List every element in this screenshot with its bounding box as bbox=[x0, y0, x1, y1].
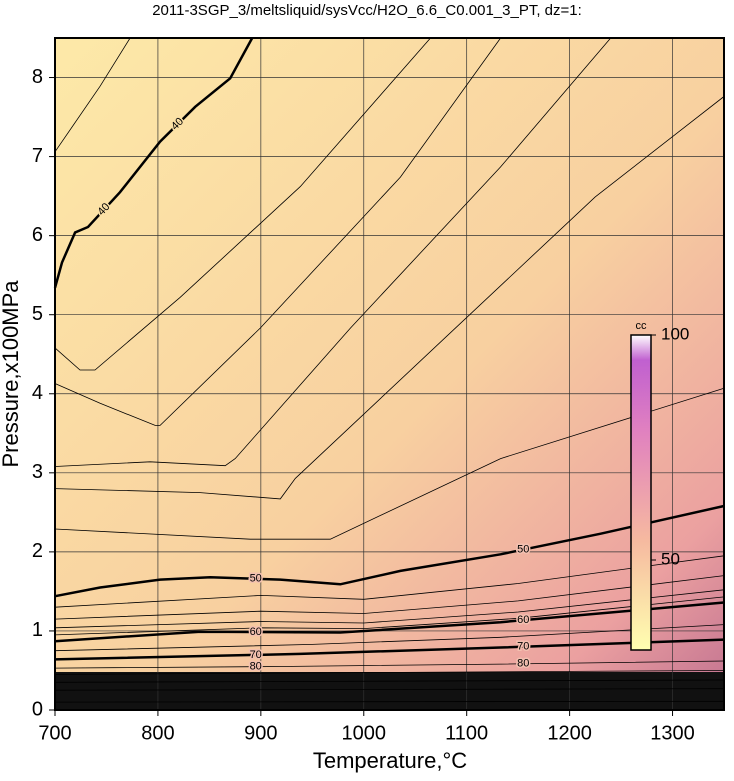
contour-label: 70 bbox=[250, 649, 262, 661]
contour-line bbox=[54, 96, 725, 500]
y-axis-label: Pressure,x100MPa bbox=[0, 280, 23, 468]
colorbar-tick-label: 100 bbox=[661, 324, 689, 343]
contour-line bbox=[54, 37, 431, 371]
contour-line bbox=[54, 688, 725, 691]
y-tick-label: 3 bbox=[32, 461, 43, 483]
plot-frame bbox=[54, 37, 725, 711]
contour-line bbox=[54, 670, 725, 675]
contour-label: 80 bbox=[517, 658, 529, 670]
contour-line bbox=[54, 589, 725, 629]
y-tick-label: 8 bbox=[32, 66, 43, 88]
y-tick-label: 0 bbox=[32, 698, 43, 720]
colorbar-tick-label: 50 bbox=[661, 549, 680, 568]
contour-line bbox=[54, 555, 725, 608]
contour-line bbox=[54, 660, 725, 669]
contour-line bbox=[54, 700, 725, 703]
contour-line bbox=[54, 596, 725, 636]
contour-label: 50 bbox=[517, 543, 529, 555]
contour-label: 80 bbox=[250, 661, 262, 673]
y-tick-label: 6 bbox=[32, 224, 43, 246]
x-axis-label: Temperature,°C bbox=[313, 748, 467, 773]
colorbar-label: cc bbox=[636, 320, 648, 332]
y-tick-label: 2 bbox=[32, 540, 43, 562]
contour-line bbox=[54, 624, 725, 652]
chart-title: 2011-3SGP_3/meltsliquid/sysVcc/H2O_6.6_C… bbox=[152, 2, 582, 19]
contour-line bbox=[54, 387, 725, 540]
contour-line bbox=[54, 638, 725, 661]
contour-label: 50 bbox=[250, 573, 262, 585]
y-tick-label: 4 bbox=[32, 382, 43, 404]
contour-line bbox=[54, 37, 131, 153]
contour-line bbox=[54, 504, 725, 598]
x-tick-label: 900 bbox=[244, 722, 277, 744]
contour-line bbox=[54, 37, 612, 467]
contour-label: 60 bbox=[250, 626, 262, 638]
contour-line bbox=[54, 601, 725, 643]
dense-contour-band bbox=[55, 672, 724, 710]
x-tick-label: 800 bbox=[141, 722, 174, 744]
x-tick-label: 700 bbox=[38, 722, 71, 744]
contour-line bbox=[54, 679, 725, 683]
y-tick-label: 1 bbox=[32, 619, 43, 641]
contour-label: 60 bbox=[517, 614, 529, 626]
x-tick-label: 1100 bbox=[445, 722, 488, 744]
x-tick-label: 1000 bbox=[342, 722, 387, 744]
y-tick-label: 7 bbox=[32, 145, 43, 167]
contour-line bbox=[53, 37, 254, 289]
contour-line bbox=[54, 575, 725, 620]
contour-line bbox=[54, 37, 501, 426]
contour-label: 70 bbox=[517, 641, 529, 653]
x-tick-label: 1300 bbox=[650, 722, 695, 744]
colorbar bbox=[630, 334, 652, 651]
y-tick-label: 5 bbox=[32, 303, 43, 325]
plot-background bbox=[55, 38, 724, 710]
x-tick-label: 1200 bbox=[547, 722, 592, 744]
